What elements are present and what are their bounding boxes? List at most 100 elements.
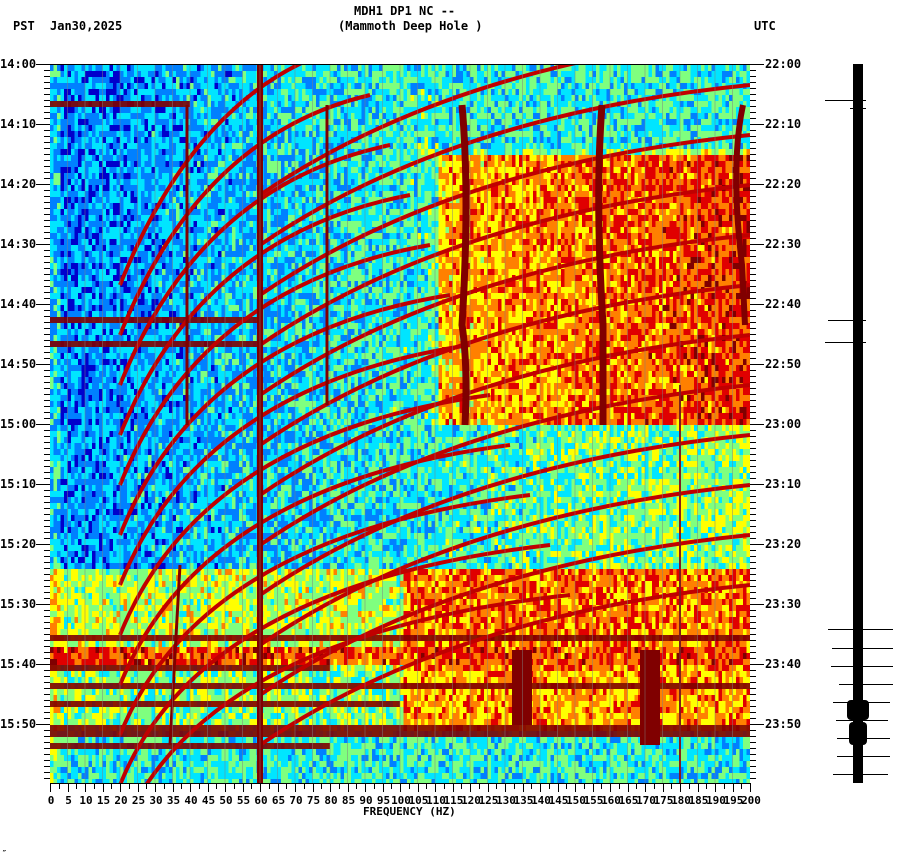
time-tick <box>750 484 764 485</box>
freq-tick <box>636 784 637 789</box>
freq-tick <box>488 784 489 792</box>
freq-label: 25 <box>132 795 145 806</box>
time-tick <box>750 574 756 575</box>
freq-tick <box>523 784 524 792</box>
time-tick <box>750 118 756 119</box>
time-tick <box>750 670 756 671</box>
freq-label: 135 <box>514 795 534 806</box>
time-label-pst: 15:10 <box>0 478 36 490</box>
freq-tick <box>505 784 506 792</box>
time-tick <box>750 772 756 773</box>
freq-label: 100 <box>391 795 411 806</box>
time-tick <box>44 250 50 251</box>
time-tick <box>44 274 50 275</box>
time-label-utc: 23:40 <box>765 658 801 670</box>
time-tick <box>750 766 756 767</box>
seismogram-spike <box>831 666 893 667</box>
freq-tick <box>199 784 200 789</box>
time-label-utc: 22:40 <box>765 298 801 310</box>
station-title: MDH1 DP1 NC -- <box>354 5 455 17</box>
time-tick <box>750 124 764 125</box>
freq-tick <box>295 784 296 792</box>
time-tick <box>44 400 50 401</box>
time-tick <box>44 406 50 407</box>
time-tick <box>750 214 756 215</box>
freq-tick <box>409 784 410 789</box>
freq-tick <box>741 784 742 789</box>
time-tick <box>36 484 50 485</box>
time-tick <box>750 64 764 65</box>
time-tick <box>44 100 50 101</box>
spectral-line <box>258 583 750 747</box>
time-tick <box>750 412 756 413</box>
time-tick <box>36 124 50 125</box>
freq-label: 110 <box>426 795 446 806</box>
time-tick <box>750 760 756 761</box>
time-tick <box>750 724 764 725</box>
time-label-pst: 14:40 <box>0 298 36 310</box>
time-tick <box>44 670 50 671</box>
time-tick <box>750 520 756 521</box>
time-tick <box>750 136 756 137</box>
time-tick <box>44 376 50 377</box>
time-tick <box>750 388 756 389</box>
time-tick <box>750 292 756 293</box>
time-tick <box>44 286 50 287</box>
time-tick <box>44 778 50 779</box>
freq-tick <box>461 784 462 789</box>
freq-tick <box>251 784 252 789</box>
station-location: (Mammoth Deep Hole ) <box>338 20 483 32</box>
time-tick <box>44 430 50 431</box>
time-tick <box>750 514 756 515</box>
time-tick <box>44 730 50 731</box>
time-tick <box>44 760 50 761</box>
spectral-line <box>168 564 182 746</box>
time-tick <box>750 778 756 779</box>
time-tick <box>750 490 756 491</box>
spectral-line <box>118 393 491 636</box>
time-tick <box>750 640 756 641</box>
time-tick <box>44 616 50 617</box>
time-tick <box>750 688 756 689</box>
freq-tick <box>278 784 279 792</box>
time-tick <box>750 316 756 317</box>
freq-tick <box>435 784 436 792</box>
time-tick <box>44 694 50 695</box>
freq-label: 95 <box>377 795 390 806</box>
freq-tick <box>715 784 716 792</box>
freq-tick <box>59 784 60 789</box>
time-tick <box>44 382 50 383</box>
freq-tick <box>330 784 331 792</box>
time-tick <box>44 526 50 527</box>
time-tick <box>750 610 756 611</box>
time-tick <box>750 226 756 227</box>
time-tick <box>750 106 756 107</box>
spectrogram-plot <box>50 64 750 783</box>
freq-tick <box>383 784 384 792</box>
freq-tick <box>628 784 629 792</box>
time-tick <box>750 454 756 455</box>
time-label-utc: 23:50 <box>765 718 801 730</box>
time-tick <box>750 394 756 395</box>
time-tick <box>44 688 50 689</box>
time-tick <box>750 508 756 509</box>
time-tick <box>44 88 50 89</box>
freq-tick <box>260 784 261 792</box>
time-tick <box>44 742 50 743</box>
time-label-pst: 14:20 <box>0 178 36 190</box>
spectral-line <box>118 193 411 436</box>
freq-label: 75 <box>307 795 320 806</box>
time-tick <box>750 622 756 623</box>
time-tick <box>44 754 50 755</box>
freq-label: 35 <box>167 795 180 806</box>
freq-tick <box>706 784 707 789</box>
time-tick <box>750 334 756 335</box>
time-tick <box>44 640 50 641</box>
time-tick <box>44 346 50 347</box>
freq-label: 10 <box>79 795 92 806</box>
freq-tick <box>733 784 734 792</box>
time-tick <box>44 256 50 257</box>
time-tick <box>44 418 50 419</box>
time-tick <box>750 418 756 419</box>
time-tick <box>750 172 756 173</box>
